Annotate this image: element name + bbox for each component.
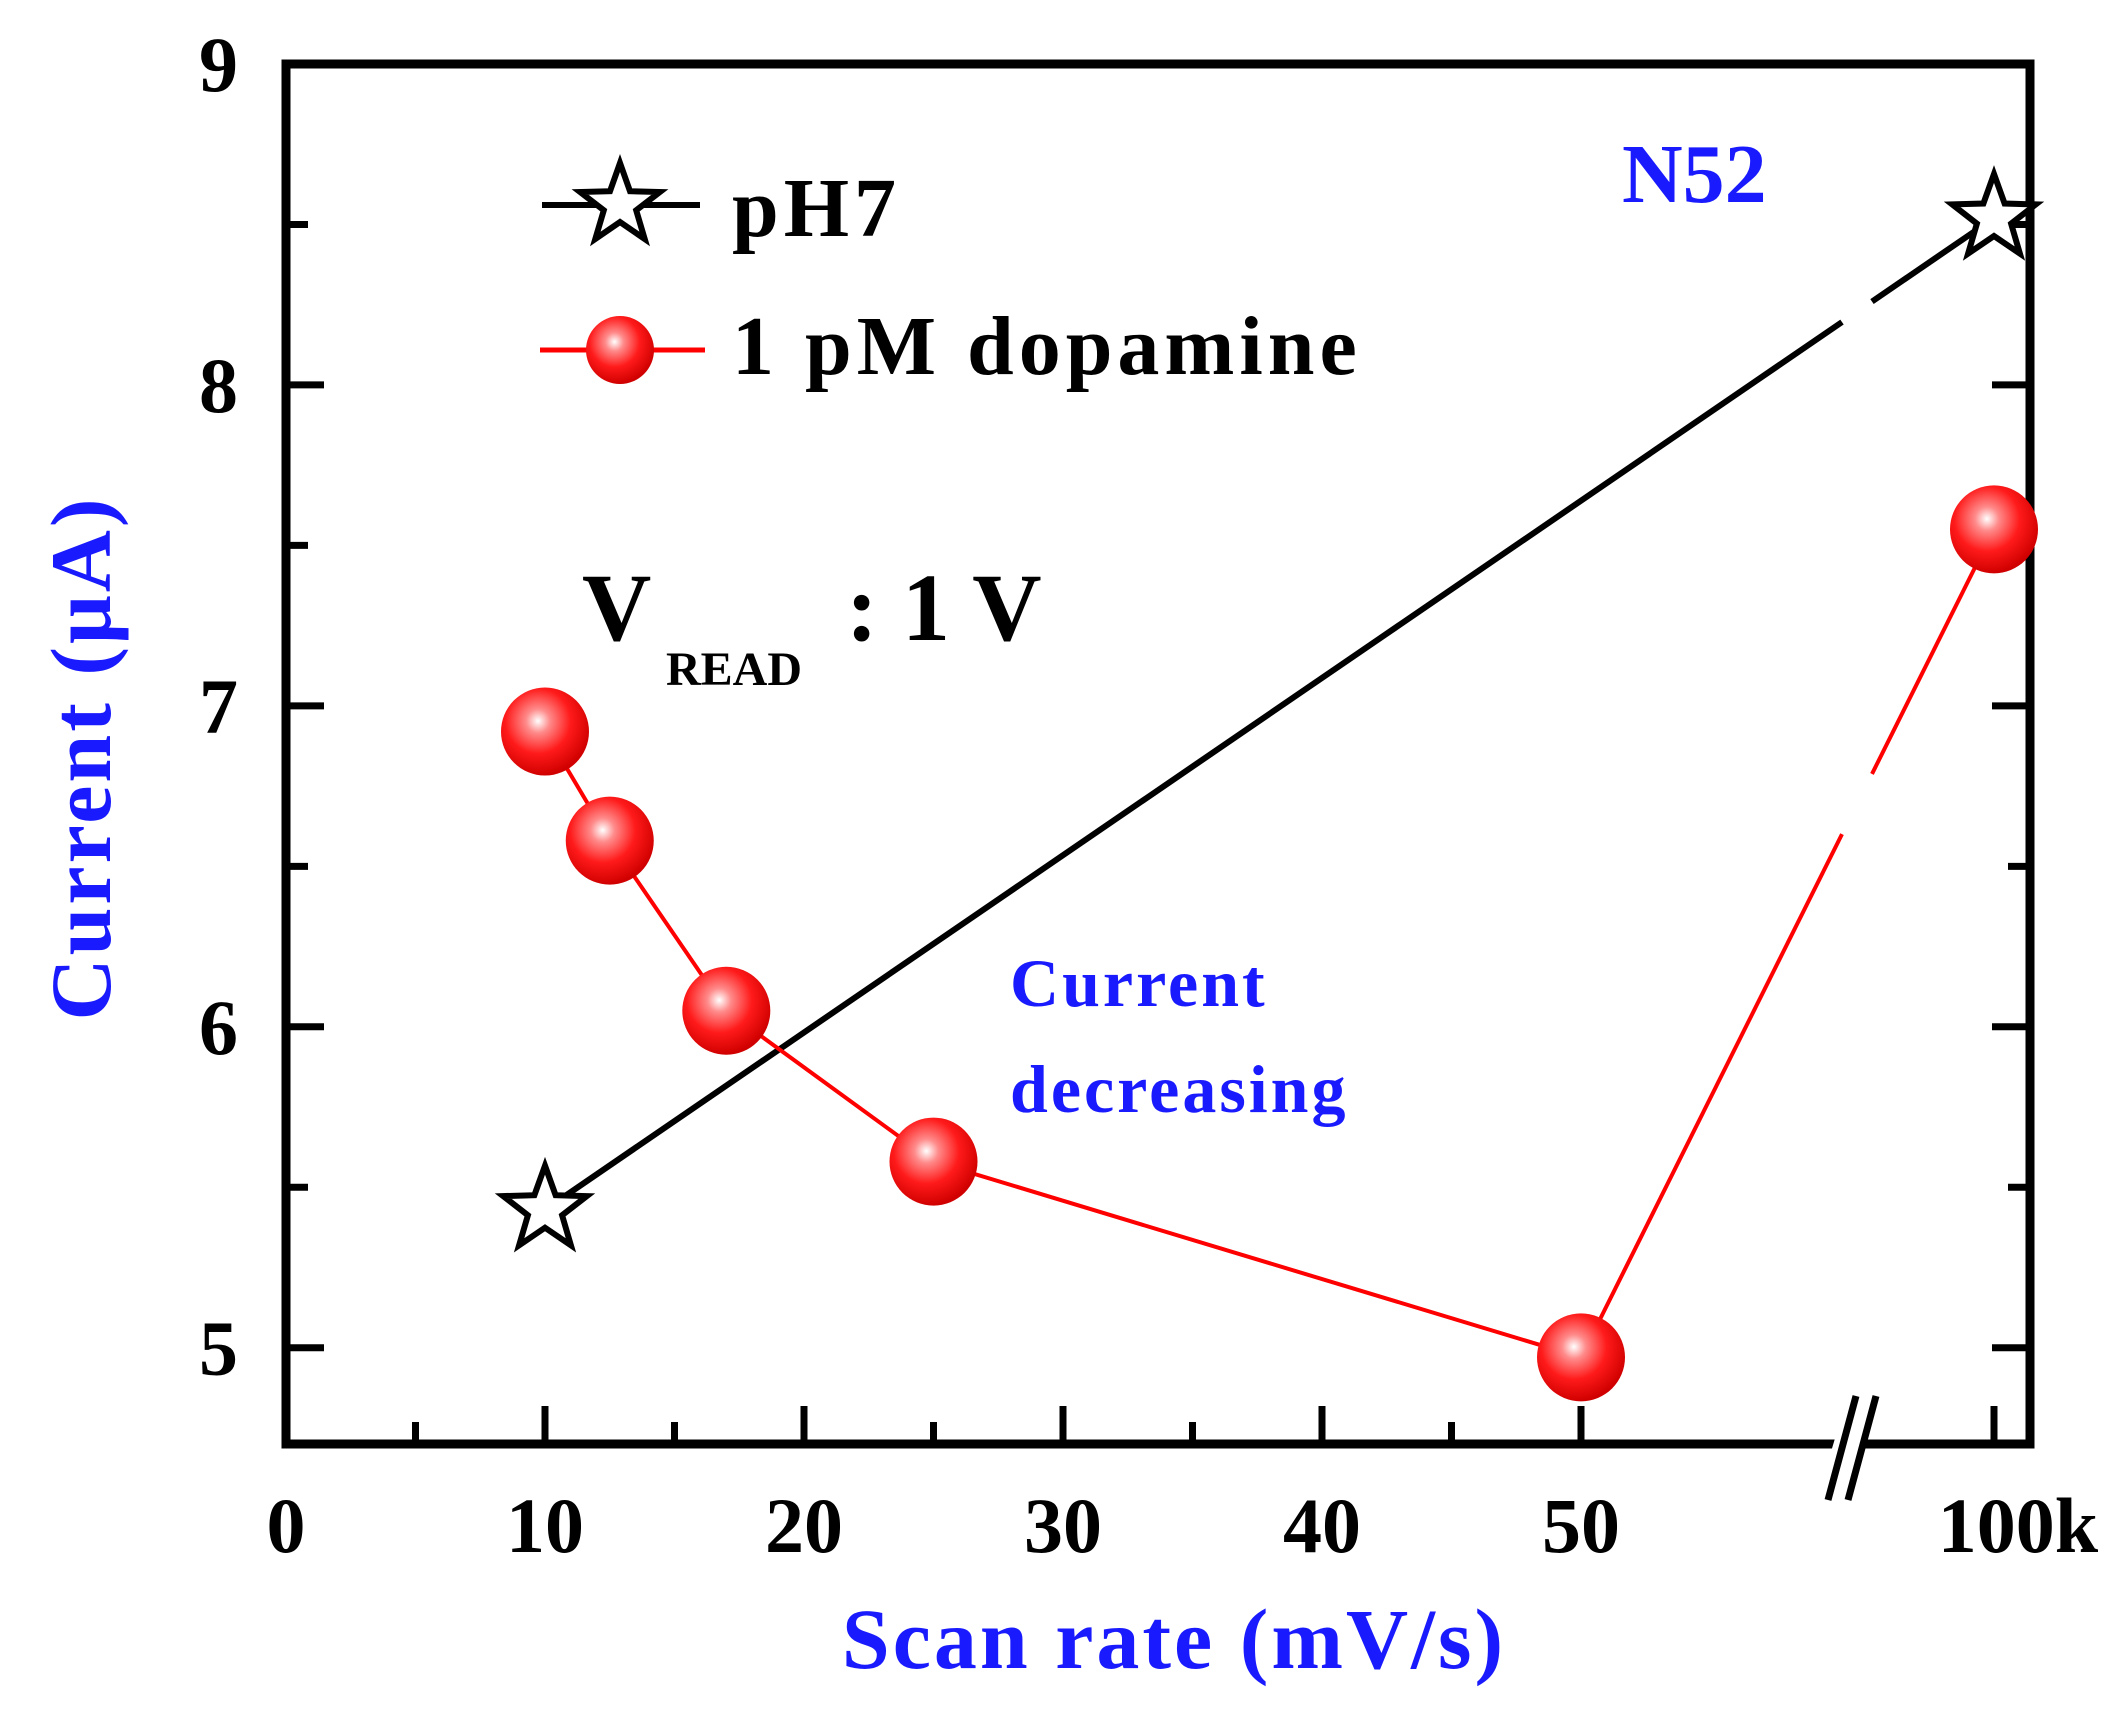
y-tick-label: 9 — [199, 21, 238, 108]
data-point-12.5 — [565, 796, 654, 885]
y-tick-label: 8 — [199, 342, 238, 429]
series-line — [932, 1159, 1582, 1360]
y-tick-label: 6 — [199, 984, 238, 1071]
legend-label-dopamine: 1 pM dopamine — [732, 300, 1362, 393]
x-tick-label: 10 — [506, 1482, 584, 1569]
x-tick-label: 30 — [1024, 1482, 1102, 1569]
legend: pH7 1 pM dopamine — [540, 154, 1362, 393]
data-point-100k — [1943, 165, 2045, 261]
data-point-17 — [682, 966, 771, 1055]
legend-star-marker — [571, 154, 669, 247]
data-point-25 — [889, 1117, 978, 1206]
x-axis-title: Scan rate (mV/s) — [842, 1591, 1506, 1687]
data-point-10 — [501, 687, 589, 776]
plot-frame — [281, 59, 2035, 1449]
legend-item-ph7: pH7 — [542, 154, 901, 255]
x-axis: 0 10 20 30 40 50 100k — [267, 1406, 2099, 1569]
y-tick-label: 5 — [199, 1305, 238, 1392]
y-axis-title: Current (μA) — [33, 496, 129, 1021]
y-axis: 5 6 7 8 9 — [199, 21, 2030, 1392]
legend-label-ph7: pH7 — [732, 162, 901, 255]
vread-subscript: READ — [666, 643, 802, 696]
vread-annotation: V READ : 1 V — [582, 554, 1042, 696]
data-point-50 — [1537, 1313, 1625, 1402]
axis-break-mark — [1817, 1390, 1880, 1504]
note-line-1: Current — [1010, 945, 1268, 1021]
series-layer — [494, 165, 2045, 1402]
note-line-2: decreasing — [1010, 1051, 1349, 1127]
data-point-100k — [1950, 485, 2038, 574]
data-point-10 — [494, 1156, 596, 1253]
series-dopamine — [501, 485, 2038, 1402]
legend-sphere-marker — [586, 316, 654, 384]
x-tick-label: 20 — [765, 1482, 843, 1569]
x-tick-label: 100k — [1938, 1482, 2099, 1569]
vread-value: : 1 V — [846, 554, 1042, 661]
y-tick-label: 7 — [199, 663, 238, 750]
x-tick-label: 50 — [1542, 1482, 1620, 1569]
vread-symbol: V — [582, 554, 651, 661]
x-tick-label: 40 — [1283, 1482, 1361, 1569]
sample-label: N52 — [1622, 128, 1767, 221]
x-tick-label: 0 — [267, 1482, 306, 1569]
legend-item-dopamine: 1 pM dopamine — [540, 300, 1362, 393]
series-line — [1579, 833, 1844, 1359]
series-line — [543, 319, 1844, 1213]
series-line — [1870, 528, 1996, 775]
series-ph7 — [494, 165, 2045, 1253]
